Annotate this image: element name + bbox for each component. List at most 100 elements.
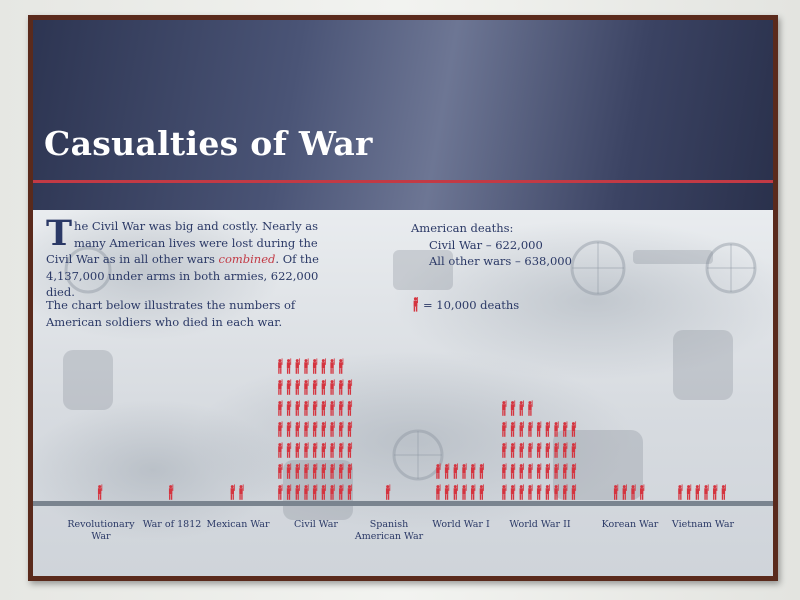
bar-world-war-ii bbox=[502, 400, 577, 500]
soldier-icon bbox=[295, 463, 300, 479]
soldier-icon bbox=[286, 484, 292, 500]
soldier-icon bbox=[278, 379, 283, 395]
soldier-icon bbox=[510, 400, 516, 416]
soldier-icon bbox=[519, 463, 524, 479]
bar-mexican-war bbox=[230, 484, 244, 500]
deaths-summary: American deaths: Civil War – 622,000 All… bbox=[411, 220, 572, 270]
soldier-icon bbox=[545, 484, 550, 500]
soldier-icon bbox=[385, 484, 391, 500]
bar-war-of-1812 bbox=[168, 484, 174, 500]
soldier-icon bbox=[312, 358, 318, 374]
deaths-heading: American deaths: bbox=[411, 221, 514, 235]
soldier-icon bbox=[436, 484, 441, 500]
soldier-icon bbox=[545, 442, 550, 458]
bar-vietnam-war bbox=[678, 484, 726, 500]
soldier-icon bbox=[695, 484, 700, 500]
soldier-icon bbox=[286, 400, 292, 416]
soldier-icon bbox=[536, 442, 542, 458]
intro-text-1: he Civil War was big and costly. Nearly … bbox=[46, 219, 318, 266]
soldier-icon bbox=[330, 463, 335, 479]
soldier-icon bbox=[519, 400, 524, 416]
soldier-icon bbox=[502, 463, 507, 479]
soldier-icon bbox=[471, 463, 476, 479]
soldier-icon bbox=[330, 358, 335, 374]
bar-civil-war bbox=[278, 358, 353, 500]
drop-cap: T bbox=[46, 213, 73, 254]
war-label-line: Mexican War bbox=[206, 519, 270, 530]
soldier-icon bbox=[321, 400, 326, 416]
soldier-icon bbox=[554, 484, 559, 500]
soldier-icon bbox=[640, 484, 645, 500]
soldier-icon bbox=[295, 379, 300, 395]
war-label-spanish-american-war: Spanish American War bbox=[344, 519, 434, 543]
soldier-icon bbox=[321, 442, 326, 458]
soldier-icon bbox=[554, 442, 559, 458]
soldier-icon bbox=[278, 484, 283, 500]
soldier-icon bbox=[704, 484, 709, 500]
soldier-icon bbox=[622, 484, 627, 500]
soldier-icon bbox=[444, 484, 450, 500]
soldier-icon bbox=[286, 379, 292, 395]
soldier-icon bbox=[444, 463, 450, 479]
war-label-line: World War II bbox=[509, 519, 571, 530]
soldier-icon bbox=[545, 463, 550, 479]
soldier-icon bbox=[312, 484, 318, 500]
soldier-icon bbox=[554, 421, 559, 437]
soldier-icon bbox=[321, 358, 326, 374]
soldier-icon bbox=[545, 421, 550, 437]
soldier-icon bbox=[312, 421, 318, 437]
soldier-icon bbox=[278, 358, 283, 374]
soldier-icon bbox=[330, 484, 335, 500]
soldier-icon bbox=[295, 358, 300, 374]
soldier-icon bbox=[563, 484, 568, 500]
war-label-mexican-war: Mexican War bbox=[193, 519, 283, 531]
deaths-other-wars: All other wars – 638,000 bbox=[429, 254, 572, 268]
soldier-icon bbox=[453, 484, 458, 500]
soldier-icon bbox=[278, 421, 283, 437]
bar-spanish-american-war bbox=[385, 484, 391, 500]
soldier-icon bbox=[502, 421, 507, 437]
soldier-icon bbox=[339, 358, 344, 374]
soldier-icon bbox=[339, 379, 344, 395]
soldier-icon bbox=[330, 421, 335, 437]
sign-title: Casualties of War bbox=[44, 124, 373, 163]
soldier-icon bbox=[304, 442, 309, 458]
soldier-icon bbox=[304, 463, 309, 479]
legend-text: = 10,000 deaths bbox=[423, 297, 520, 312]
war-label-line: War of 1812 bbox=[142, 519, 202, 530]
soldier-icon bbox=[97, 484, 103, 500]
soldier-icon bbox=[479, 484, 484, 500]
soldier-icon bbox=[295, 400, 300, 416]
intro-emphasis: combined bbox=[218, 252, 276, 266]
soldier-icon bbox=[453, 463, 458, 479]
soldier-icon bbox=[312, 463, 318, 479]
soldier-icon bbox=[347, 463, 353, 479]
soldier-icon bbox=[510, 484, 516, 500]
soldier-icon bbox=[321, 421, 326, 437]
soldier-icon bbox=[571, 442, 577, 458]
soldier-icon bbox=[502, 400, 507, 416]
casualties-pictograph-chart bbox=[33, 358, 773, 506]
soldier-icon bbox=[471, 484, 476, 500]
soldier-icon bbox=[239, 484, 244, 500]
soldier-icon bbox=[502, 484, 507, 500]
soldier-icon bbox=[528, 442, 533, 458]
war-label-line: World War I bbox=[432, 519, 490, 530]
soldier-icon bbox=[312, 442, 318, 458]
chart-baseline bbox=[33, 501, 773, 506]
soldier-icon bbox=[321, 379, 326, 395]
soldier-icon bbox=[528, 421, 533, 437]
war-label-line: Revolutionary bbox=[67, 519, 135, 530]
soldier-icon bbox=[347, 379, 353, 395]
chart-legend: = 10,000 deaths bbox=[411, 297, 519, 312]
war-label-line: Spanish bbox=[369, 519, 409, 530]
soldier-icon bbox=[286, 358, 292, 374]
soldier-icon bbox=[502, 442, 507, 458]
war-label-war-of-1812: War of 1812 bbox=[127, 519, 217, 531]
soldier-icon bbox=[519, 442, 524, 458]
soldier-legend-icon bbox=[413, 297, 418, 312]
war-label-line: War bbox=[91, 531, 111, 542]
soldier-icon bbox=[678, 484, 683, 500]
soldier-icon bbox=[528, 484, 533, 500]
